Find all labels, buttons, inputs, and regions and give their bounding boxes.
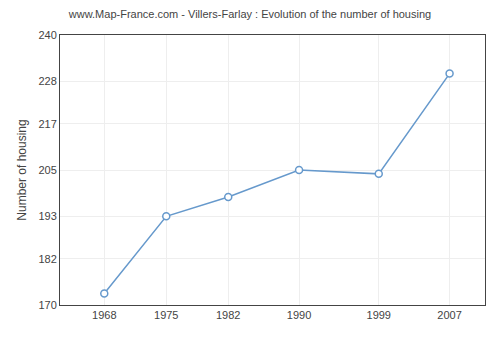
svg-text:205: 205: [38, 164, 56, 176]
svg-text:1982: 1982: [216, 309, 240, 321]
svg-text:1968: 1968: [92, 309, 116, 321]
svg-text:2007: 2007: [437, 309, 461, 321]
svg-text:1975: 1975: [154, 309, 178, 321]
svg-text:182: 182: [38, 253, 56, 265]
svg-text:240: 240: [38, 29, 56, 41]
svg-text:1999: 1999: [367, 309, 391, 321]
svg-text:www.Map-France.com - Villers-F: www.Map-France.com - Villers-Farlay : Ev…: [68, 8, 431, 20]
svg-text:170: 170: [38, 299, 56, 311]
svg-text:193: 193: [38, 210, 56, 222]
svg-text:1990: 1990: [287, 309, 311, 321]
svg-text:228: 228: [38, 75, 56, 87]
svg-text:217: 217: [38, 118, 56, 130]
svg-text:Number of housing: Number of housing: [15, 119, 29, 220]
